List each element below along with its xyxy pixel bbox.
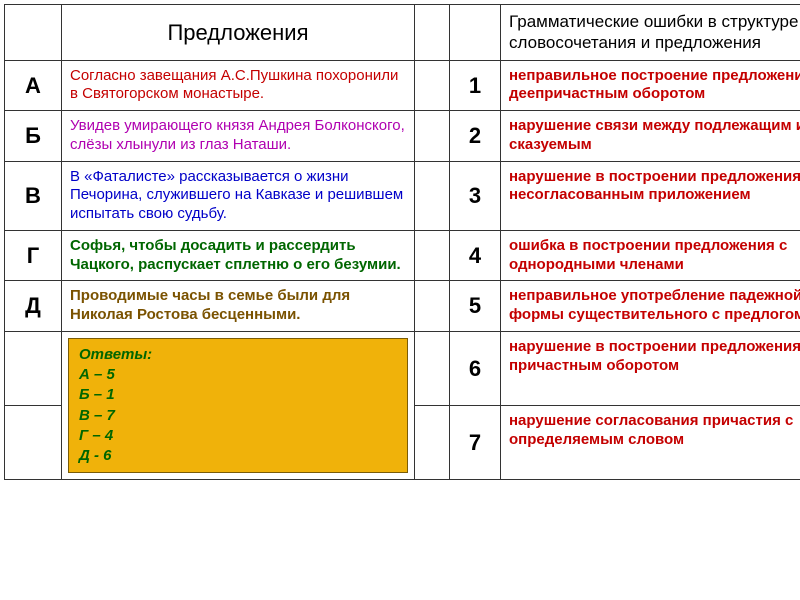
sentence-D: Софья, чтобы досадить и рассердить Чацко…	[62, 230, 415, 281]
sentence-B: Увидев умирающего князя Андрея Болконско…	[62, 111, 415, 162]
answers-title: Ответы:	[79, 345, 397, 365]
error-num-3: 3	[450, 161, 501, 230]
error-num-2: 2	[450, 111, 501, 162]
header-empty-2	[415, 5, 450, 61]
error-num-1: 1	[450, 60, 501, 111]
sentence-C: В «Фаталисте» рассказывается о жизни Печ…	[62, 161, 415, 230]
row-letter-A: А	[5, 60, 62, 111]
error-text-5: неправильное употребление падежной формы…	[501, 281, 800, 332]
answers-line-3: Г – 4	[79, 426, 397, 446]
error-text-6: нарушение в построении предложения с при…	[501, 331, 800, 405]
sentence-A: Согласно завещания А.С.Пушкина похоронил…	[62, 60, 415, 111]
error-num-6: 6	[450, 331, 501, 405]
row-letter-C: В	[5, 161, 62, 230]
error-text-2: нарушение связи между подлежащим и сказу…	[501, 111, 800, 162]
spacer-7	[415, 406, 450, 480]
answers-box: Ответы: А – 5 Б – 1 В – 7 Г – 4 Д - 6	[68, 338, 408, 474]
error-num-4: 4	[450, 230, 501, 281]
error-num-5: 5	[450, 281, 501, 332]
header-errors: Грамматические ошибки в структуре словос…	[501, 5, 800, 61]
spacer-D	[415, 230, 450, 281]
row-letter-D: Г	[5, 230, 62, 281]
error-num-7: 7	[450, 406, 501, 480]
row-empty-letter-2	[5, 406, 62, 480]
row-letter-B: Б	[5, 111, 62, 162]
sentence-E: Проводимые часы в семье были для Николая…	[62, 281, 415, 332]
answers-line-2: В – 7	[79, 406, 397, 426]
spacer-A	[415, 60, 450, 111]
answers-line-4: Д - 6	[79, 446, 397, 466]
error-text-3: нарушение в построении предложения с нес…	[501, 161, 800, 230]
answers-line-0: А – 5	[79, 365, 397, 385]
answers-cell: Ответы: А – 5 Б – 1 В – 7 Г – 4 Д - 6	[62, 331, 415, 480]
error-text-7: нарушение согласования причастия с опред…	[501, 406, 800, 480]
spacer-E	[415, 281, 450, 332]
header-sentences: Предложения	[62, 5, 415, 61]
spacer-B	[415, 111, 450, 162]
row-letter-E: Д	[5, 281, 62, 332]
answers-line-1: Б – 1	[79, 385, 397, 405]
row-empty-letter-1	[5, 331, 62, 405]
spacer-6	[415, 331, 450, 405]
header-empty-3	[450, 5, 501, 61]
grammar-exercise-table: Предложения Грамматические ошибки в стру…	[4, 4, 800, 480]
spacer-C	[415, 161, 450, 230]
header-empty-1	[5, 5, 62, 61]
error-text-4: ошибка в построении предложения с одноро…	[501, 230, 800, 281]
error-text-1: неправильное построение предложения с де…	[501, 60, 800, 111]
